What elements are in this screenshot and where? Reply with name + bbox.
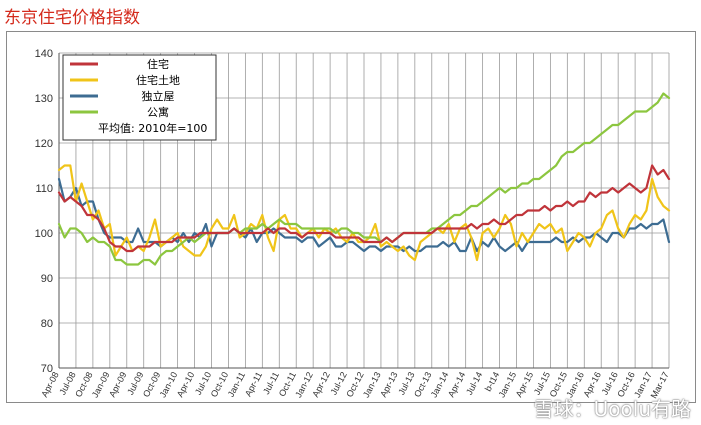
y-tick-label: 120 — [35, 138, 53, 150]
series-line-0 — [57, 164, 671, 253]
legend-label: 公寓 — [147, 105, 169, 119]
x-tick-label: Jul-14 — [464, 370, 484, 396]
page-title: 东京住宅价格指数 — [4, 8, 140, 28]
legend-label: 住宅 — [147, 57, 169, 71]
legend-note: 平均值: 2010年=100 — [98, 121, 207, 135]
y-tick-label: 140 — [35, 48, 53, 60]
y-axis: 70 80 90 100 110 120 130 140 — [35, 48, 60, 375]
legend-label: 住宅土地 — [136, 73, 180, 87]
legend-label: 独立屋 — [142, 89, 175, 103]
y-tick-label: 80 — [41, 318, 53, 330]
y-tick-label: 100 — [35, 228, 53, 240]
watermark: 雪球：Uoolu有路 — [533, 397, 691, 421]
y-tick-label: 70 — [41, 363, 53, 375]
series-line-3 — [57, 92, 671, 266]
grid-lines — [58, 52, 670, 369]
series-lines — [57, 92, 671, 266]
y-tick-label: 90 — [41, 273, 53, 285]
y-tick-label: 130 — [35, 93, 53, 105]
y-tick-label: 110 — [35, 183, 53, 195]
